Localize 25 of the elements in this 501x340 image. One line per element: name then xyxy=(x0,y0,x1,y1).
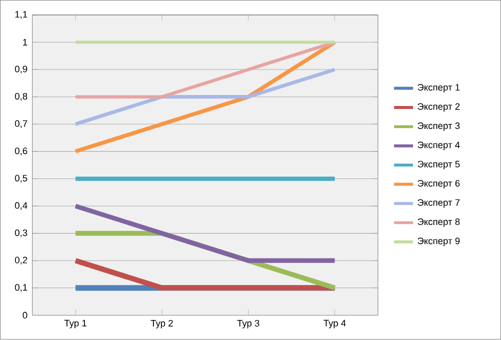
legend-label: Эксперт 8 xyxy=(418,218,460,228)
y-tick-label: 0,2 xyxy=(14,257,28,265)
y-tick-label: 0,4 xyxy=(14,202,28,210)
y-tick-label: 0,8 xyxy=(14,93,28,101)
y-tick-label: 0,6 xyxy=(14,148,28,156)
y-tick-label: 1 xyxy=(23,39,28,46)
legend-label: Эксперт 6 xyxy=(418,180,460,189)
y-tick-label: 0,5 xyxy=(14,175,28,183)
legend-label: Эксперт 5 xyxy=(418,161,460,170)
y-tick-label: 0,3 xyxy=(14,230,28,238)
y-tick-label: 0,1 xyxy=(14,284,28,292)
legend-label: Эксперт 4 xyxy=(418,142,460,150)
legend-label: Эксперт 9 xyxy=(418,238,460,246)
x-tick-label: Тур 4 xyxy=(324,320,346,329)
y-tick-label: 0,7 xyxy=(14,120,28,128)
y-tick-label: 0 xyxy=(22,312,28,319)
x-tick-label: Тур 2 xyxy=(150,320,173,329)
legend-label: Эксперт 3 xyxy=(418,122,460,132)
x-tick-label: Тур 1 xyxy=(64,320,86,329)
y-tick-label: 1,1 xyxy=(15,11,28,20)
x-tick-label: Тур 3 xyxy=(237,320,260,329)
legend-label: Эксперт 1 xyxy=(418,84,460,93)
y-tick-label: 0,9 xyxy=(14,66,28,74)
legend-label: Эксперт 7 xyxy=(418,199,460,208)
legend-label: Эксперт 2 xyxy=(418,103,460,112)
